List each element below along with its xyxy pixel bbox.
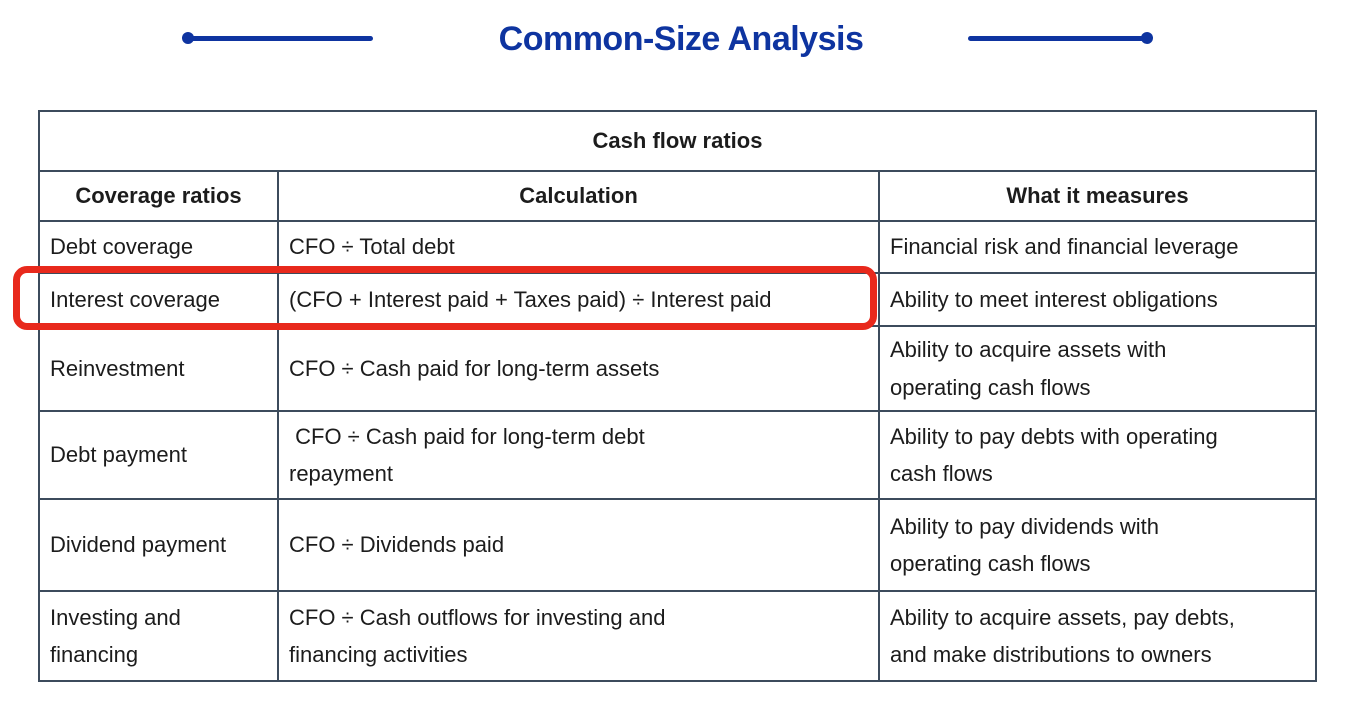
table-row: Reinvestment CFO ÷ Cash paid for long-te… [38, 325, 1318, 412]
ratio-calculation: CFO ÷ Dividends paid [277, 498, 880, 592]
ratio-measures: Ability to pay debts with operating cash… [877, 410, 1318, 500]
ratio-name: Dividend payment [38, 498, 279, 592]
ratio-calculation: CFO ÷ Total debt [277, 220, 880, 274]
table-row: Dividend payment CFO ÷ Dividends paid Ab… [38, 498, 1318, 592]
title-divider-dot-right [1141, 32, 1153, 44]
ratio-calculation: CFO ÷ Cash outflows for investing and fi… [277, 590, 880, 682]
ratio-calculation: (CFO + Interest paid + Taxes paid) ÷ Int… [277, 272, 880, 327]
ratio-name: Investing and financing [38, 590, 279, 682]
table-header-row: Coverage ratios Calculation What it meas… [38, 170, 1318, 222]
ratio-name: Debt coverage [38, 220, 279, 274]
ratio-measures: Ability to acquire assets with operating… [877, 325, 1318, 412]
table-row: Debt coverage CFO ÷ Total debt Financial… [38, 220, 1318, 274]
ratio-measures: Financial risk and financial leverage [877, 220, 1318, 274]
header-what-it-measures: What it measures [877, 170, 1318, 222]
title-divider-line-left [189, 36, 373, 41]
ratio-calculation: CFO ÷ Cash paid for long-term debt repay… [277, 410, 880, 500]
ratio-measures: Ability to acquire assets, pay debts, an… [877, 590, 1318, 682]
table-row-highlighted: Interest coverage (CFO + Interest paid +… [38, 272, 1318, 327]
table-caption: Cash flow ratios [37, 110, 1318, 172]
title-divider-dot-left [182, 32, 194, 44]
header-calculation: Calculation [277, 170, 880, 222]
ratio-measures: Ability to pay dividends with operating … [877, 498, 1318, 592]
ratio-name: Debt payment [38, 410, 279, 500]
table-caption-row: Cash flow ratios [37, 110, 1318, 172]
ratio-measures: Ability to meet interest obligations [877, 272, 1318, 327]
title-divider-line-right [968, 36, 1147, 41]
ratio-name: Interest coverage [38, 272, 279, 327]
ratio-calculation: CFO ÷ Cash paid for long-term assets [277, 325, 880, 412]
table-row: Investing and financing CFO ÷ Cash outfl… [38, 590, 1318, 682]
header-coverage-ratios: Coverage ratios [38, 170, 279, 222]
page-title: Common-Size Analysis [498, 20, 864, 58]
ratio-name: Reinvestment [38, 325, 279, 412]
cash-flow-ratios-table: Cash flow ratios Coverage ratios Calcula… [37, 110, 1318, 682]
table-row: Debt payment CFO ÷ Cash paid for long-te… [38, 410, 1318, 500]
